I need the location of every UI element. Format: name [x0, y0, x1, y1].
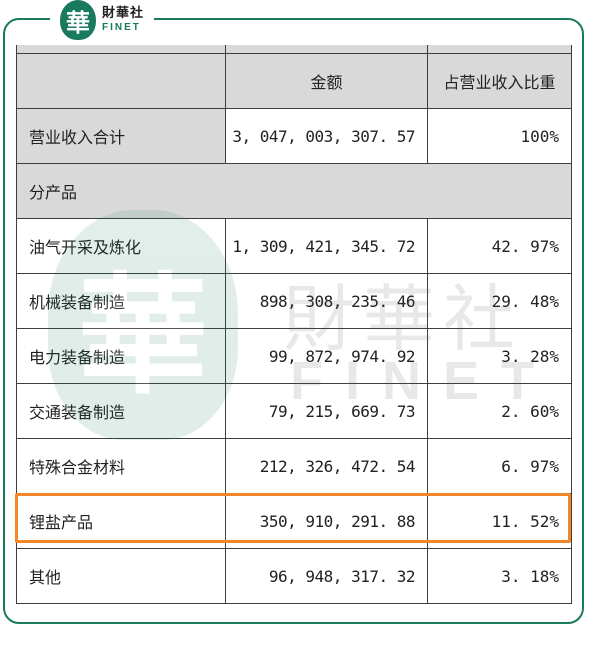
header-empty-cell	[16, 53, 226, 109]
table-header-row: 金额 占营业收入比重	[16, 53, 572, 109]
total-row: 营业收入合计 3, 047, 003, 307. 57 100%	[16, 108, 572, 164]
row-ratio: 3. 18%	[427, 548, 572, 604]
table-row: 油气开采及炼化 1, 309, 421, 345. 72 42. 97%	[16, 218, 572, 274]
row-amount: 898, 308, 235. 46	[225, 273, 428, 329]
header-amount: 金额	[225, 53, 428, 109]
section-label: 分产品	[16, 163, 572, 219]
row-name: 机械装备制造	[16, 273, 226, 329]
row-ratio: 3. 28%	[427, 328, 572, 384]
row-amount: 96, 948, 317. 32	[225, 548, 428, 604]
total-ratio: 100%	[427, 108, 572, 164]
table-top-strip	[16, 45, 572, 54]
row-name: 锂盐产品	[16, 493, 226, 549]
finet-logo: 華 財華社 FINET	[50, 0, 155, 40]
row-amount: 1, 309, 421, 345. 72	[225, 218, 428, 274]
logo-cn: 財華社	[102, 6, 145, 21]
row-name: 电力装备制造	[16, 328, 226, 384]
row-name: 特殊合金材料	[16, 438, 226, 494]
logo-en: FINET	[102, 22, 141, 33]
row-name: 其他	[16, 548, 226, 604]
logo-mark-icon: 華	[60, 0, 96, 40]
table-row: 其他 96, 948, 317. 32 3. 18%	[16, 548, 572, 604]
row-ratio: 42. 97%	[427, 218, 572, 274]
row-name: 交通装备制造	[16, 383, 226, 439]
total-amount: 3, 047, 003, 307. 57	[225, 108, 428, 164]
row-ratio: 11. 52%	[427, 493, 572, 549]
total-name: 营业收入合计	[16, 108, 226, 164]
table-row: 交通装备制造 79, 215, 669. 73 2. 60%	[16, 383, 572, 439]
row-amount: 350, 910, 291. 88	[225, 493, 428, 549]
logo-text: 財華社 FINET	[102, 7, 144, 33]
row-ratio: 6. 97%	[427, 438, 572, 494]
row-name: 油气开采及炼化	[16, 218, 226, 274]
row-amount: 212, 326, 472. 54	[225, 438, 428, 494]
table-row: 机械装备制造 898, 308, 235. 46 29. 48%	[16, 273, 572, 329]
row-amount: 79, 215, 669. 73	[225, 383, 428, 439]
revenue-table: 金额 占营业收入比重 营业收入合计 3, 047, 003, 307. 57 1…	[16, 45, 572, 604]
row-ratio: 2. 60%	[427, 383, 572, 439]
row-ratio: 29. 48%	[427, 273, 572, 329]
table-row: 电力装备制造 99, 872, 974. 92 3. 28%	[16, 328, 572, 384]
row-amount: 99, 872, 974. 92	[225, 328, 428, 384]
table-row: 特殊合金材料 212, 326, 472. 54 6. 97%	[16, 438, 572, 494]
header-ratio: 占营业收入比重	[427, 53, 572, 109]
table-row-highlighted: 锂盐产品 350, 910, 291. 88 11. 52%	[16, 493, 572, 549]
section-row: 分产品	[16, 163, 572, 219]
